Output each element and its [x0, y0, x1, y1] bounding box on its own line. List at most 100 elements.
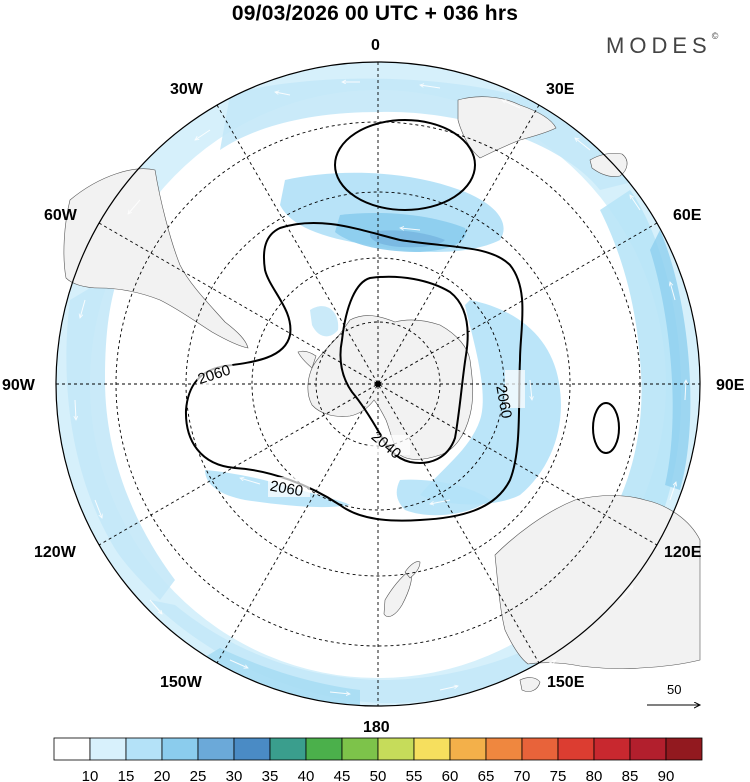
lon-label-60e: 60E — [673, 207, 702, 224]
contour-label-bg — [370, 435, 410, 455]
landmasses — [63, 96, 701, 692]
lon-label-90e: 90E — [716, 377, 745, 394]
colorbar-tick-label: 85 — [622, 768, 639, 782]
lon-label-30w: 30W — [170, 81, 204, 98]
contour-closed-north — [334, 119, 476, 211]
wind-arrow — [94, 499, 102, 518]
contours — [184, 119, 620, 522]
contour-2040 — [339, 275, 469, 464]
colorbar-tick-label: 30 — [226, 768, 243, 782]
lon-label-150e: 150E — [547, 674, 585, 691]
colorbar-swatch — [557, 737, 595, 761]
wind-arrow — [240, 478, 261, 485]
colorbar-tick-label: 35 — [262, 768, 279, 782]
meridian-60 — [98, 222, 658, 546]
wind-arrow — [669, 482, 676, 501]
colorbar-tick-label: 55 — [406, 768, 423, 782]
contour-small-east — [592, 402, 620, 454]
antarctic-peninsula — [297, 350, 317, 369]
contour-label-2060-south: 2060 — [269, 478, 305, 501]
colorbar-tick-label: 25 — [190, 768, 207, 782]
wind-arrow — [439, 686, 458, 691]
tasmania — [519, 677, 541, 692]
lon-label-0: 0 — [371, 37, 380, 54]
jet-small-west — [310, 306, 339, 337]
meridian-30 — [216, 104, 540, 664]
wind-arrow — [420, 85, 441, 89]
colorbar-tick-label: 80 — [586, 768, 603, 782]
colorbar-swatch — [629, 737, 667, 761]
south-pole-marker — [375, 381, 381, 387]
colorbar-tick-label: 75 — [550, 768, 567, 782]
colorbar-tick-label: 45 — [334, 768, 351, 782]
lon-label-90w: 90W — [2, 377, 36, 394]
lon-label-30e: 30E — [546, 81, 575, 98]
colorbar-swatch — [341, 737, 379, 761]
wind-arrow — [575, 138, 591, 151]
colorbar-swatch — [413, 737, 451, 761]
colorbar-tick-label: 10 — [82, 768, 99, 782]
contour-labels: 2060 2060 2060 2040 — [193, 357, 525, 501]
copyright-mark: © — [711, 31, 719, 41]
wind-arrow — [430, 499, 451, 504]
longitude-labels: 0 30E 60E 90E 120E 150E 180 150W 120W 90… — [2, 37, 745, 736]
colorbar-tick-label: 20 — [154, 768, 171, 782]
jet-east — [420, 300, 561, 505]
map-border — [55, 61, 701, 707]
wind-band-right-strong — [650, 230, 691, 490]
colorbar-swatch — [53, 737, 91, 761]
wind-arrow — [502, 100, 521, 109]
wind-arrow — [149, 599, 162, 614]
wind-band-bottom — [150, 600, 600, 704]
wind-arrow — [530, 379, 532, 400]
lat-circle-70 — [251, 257, 505, 511]
wind-arrow — [229, 659, 248, 668]
lon-label-120e: 120E — [664, 544, 702, 561]
colorbar-swatch — [593, 737, 631, 761]
wind-arrow — [670, 282, 676, 301]
meridian-30e — [216, 104, 540, 664]
lat-circle-60 — [185, 191, 571, 577]
colorbar-swatch — [125, 737, 163, 761]
wind-arrow — [329, 691, 350, 694]
contour-label-bg — [193, 357, 237, 389]
contour-2060 — [184, 221, 524, 522]
wind-band-upper — [220, 78, 640, 190]
colorbar-swatch — [485, 737, 523, 761]
colorbar-swatch — [305, 737, 343, 761]
africa — [457, 96, 557, 159]
jet-south — [396, 479, 490, 516]
brand-text: MODES — [606, 33, 712, 58]
contour-label-bg — [268, 477, 310, 497]
wind-arrow — [275, 92, 291, 96]
colorbar-swatch — [269, 737, 307, 761]
lon-label-150w: 150W — [160, 674, 203, 691]
lon-label-60w: 60W — [44, 207, 78, 224]
contour-label-2060-east: 2060 — [492, 384, 515, 420]
wind-arrow — [539, 659, 556, 669]
lon-label-120w: 120W — [34, 544, 77, 561]
new-zealand-south — [383, 569, 412, 617]
colorbar-tick-label: 60 — [442, 768, 459, 782]
colorbar-swatch — [233, 737, 271, 761]
colorbar-tick-label: 40 — [298, 768, 315, 782]
wind-band-left — [66, 270, 175, 600]
colorbar-tick-label: 65 — [478, 768, 495, 782]
colorbar-swatch — [521, 737, 559, 761]
reference-vector-label: 50 — [667, 682, 682, 697]
wind-arrow — [619, 586, 633, 601]
brand-logo: MODES© — [606, 31, 719, 59]
colorbar-swatch — [665, 737, 703, 761]
colorbar-tick-label: 70 — [514, 768, 531, 782]
contour-label-bg — [505, 370, 525, 408]
wind-arrow — [128, 199, 141, 214]
colorbar-swatch — [161, 737, 199, 761]
wind-band-bottom-strong — [200, 648, 360, 706]
wind-arrow — [685, 380, 686, 401]
colorbar-tick-label: 90 — [658, 768, 675, 782]
wind-arrow — [80, 299, 86, 318]
colorbar-swatch — [197, 737, 235, 761]
colorbar: 10 15 20 25 30 35 40 45 50 55 60 65 70 75 80 85 90 — [53, 737, 703, 782]
colorbar-swatch — [449, 737, 487, 761]
